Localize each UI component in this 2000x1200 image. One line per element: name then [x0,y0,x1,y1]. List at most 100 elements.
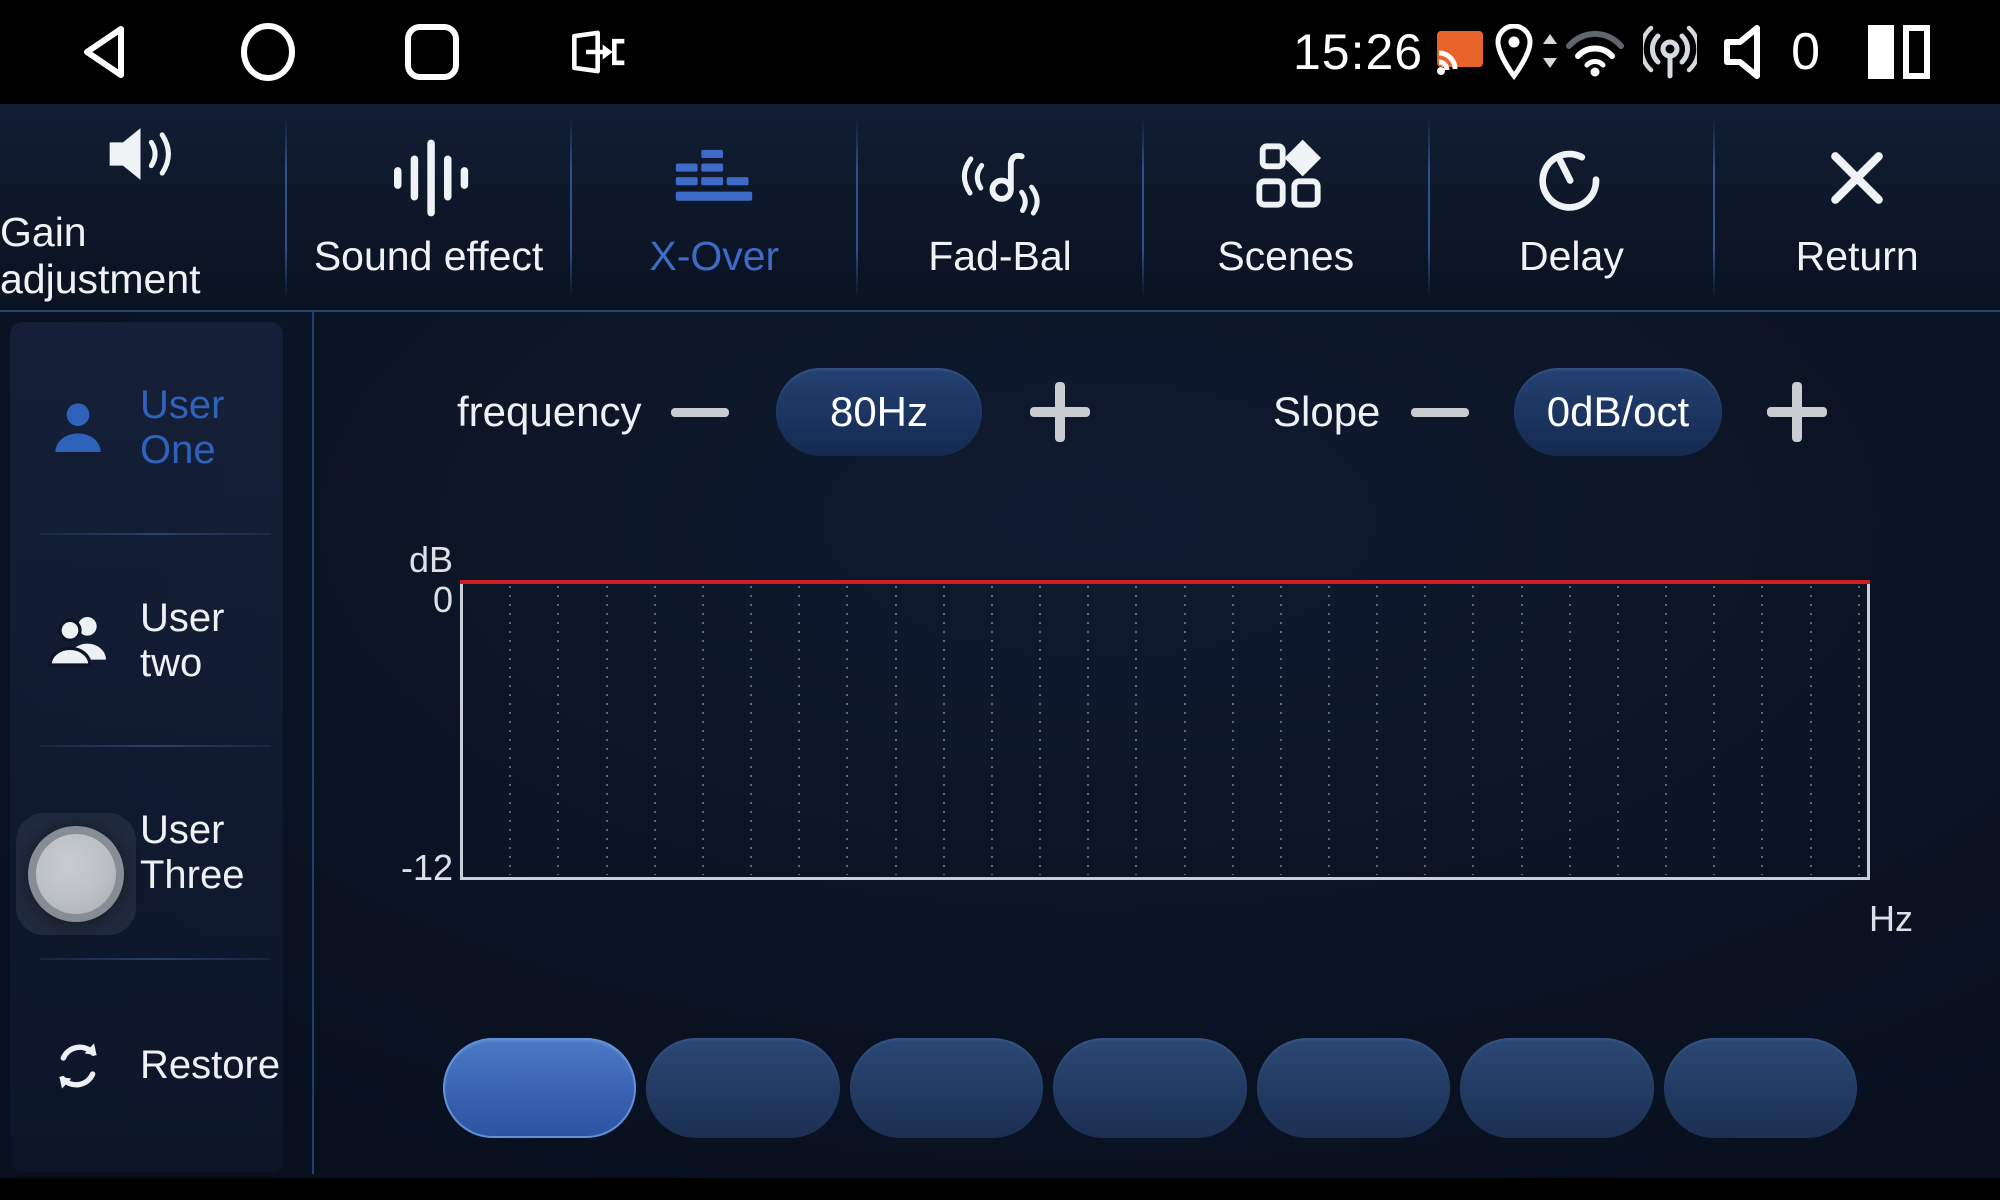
chart-gridline [798,586,801,875]
cast-icon [1435,29,1485,75]
sidebar-item-label: User Three [140,808,245,898]
splitscreen-icon [1868,23,1930,81]
slope-label: Slope [1273,388,1381,435]
chart-gridline [1328,586,1330,875]
tab-icon [1814,135,1900,221]
sidebar: User One User two User Three [0,312,316,1200]
frequency-decrease-button[interactable] [664,376,736,448]
chart-gridline [1087,586,1090,875]
chart-gridline [653,586,656,875]
chart-gridline [1039,586,1042,875]
filter-button[interactable] [849,1038,1044,1138]
chart-gridline [509,586,512,875]
filter-button[interactable] [1256,1038,1451,1138]
knob-ring [28,826,124,923]
home-icon[interactable] [238,22,298,82]
knob-overlay[interactable] [16,813,136,936]
tab-icon [1243,135,1329,221]
sidebar-item[interactable]: User Three [10,747,283,960]
filter-button[interactable] [1053,1038,1247,1138]
minus-icon [671,407,729,417]
x-axis-unit: Hz [1869,898,1913,939]
chart-gridline [1376,586,1379,875]
chart-gridline [1809,586,1812,875]
hotspot-icon [1643,24,1698,80]
volume-level: 0 [1791,23,1820,81]
tab-label: Fad-Bal [928,232,1072,279]
plus-icon [1030,382,1090,442]
tab[interactable]: Return [1713,104,2000,310]
tab-label: Sound effect [313,232,544,279]
filter-button[interactable] [1460,1038,1654,1138]
filter-button[interactable] [1663,1038,1857,1138]
frequency-label: frequency [457,388,642,435]
knob-core [36,834,116,915]
chart-gridline [1761,586,1764,875]
minus-icon [1411,407,1469,417]
chart-gridline [1424,586,1427,875]
sidebar-item-label: User two [140,595,225,685]
exit-app-icon[interactable] [566,22,626,82]
xover-main: frequency 80Hz Slope 0dB/oct dB 0 -12 Hz [316,312,2000,1200]
status-bar: 15:26 [0,0,2000,104]
tab-label: Return [1795,232,1919,279]
tab-label: Scenes [1217,232,1355,279]
chart-response-line [460,580,1870,584]
tab[interactable]: X-Over [570,104,857,310]
tab-icon [100,111,186,197]
chart-gridline [1231,586,1234,875]
clock: 15:26 [1292,24,1424,80]
chart-gridline [1279,586,1282,875]
chart-gridline [1857,586,1860,875]
chart-gridline [1472,586,1475,875]
android-nav-buttons [0,22,626,82]
filter-button[interactable] [646,1038,840,1138]
bottom-strip [0,1178,2000,1200]
chart-gridline [1135,586,1138,875]
back-icon[interactable] [74,22,134,82]
frequency-increase-button[interactable] [1024,376,1096,448]
tab-label: Gain adjustment [0,209,201,302]
slope-decrease-button[interactable] [1404,376,1476,448]
sidebar-item-label: Restore [140,1043,281,1088]
slope-value[interactable]: 0dB/oct [1514,368,1722,456]
status-icons: 15:26 [1293,22,2000,82]
y-axis-unit: dB [408,539,453,580]
recents-icon[interactable] [402,22,462,82]
plus-icon [1767,382,1827,442]
chart-gridline [701,586,704,875]
slope-increase-button[interactable] [1761,376,1833,448]
sidebar-item[interactable]: User two [10,535,283,748]
chart-gridline [605,586,608,875]
chart-gridline [1520,586,1523,875]
chart-gridline [1183,586,1186,875]
volume-icon [1721,22,1781,82]
chart-gridline [1616,586,1619,875]
tab[interactable]: Gain adjustment [0,104,286,310]
chart-gridline [1665,586,1668,875]
sidebar-item-icon [46,609,110,673]
chart-gridline [1713,586,1716,875]
tab-label: Delay [1519,232,1624,279]
chart-gridline [750,586,753,875]
tab-icon [671,135,757,221]
chart-plot [460,580,1870,880]
tab[interactable]: Delay [1427,104,1715,310]
chart-gridline [557,586,560,875]
updown-arrows-icon [1542,32,1558,72]
tab[interactable]: Scenes [1141,104,1429,310]
filter-row [443,1038,1857,1138]
sidebar-item-icon [46,396,110,460]
filter-button[interactable] [443,1038,637,1138]
tab-icon [1528,135,1614,221]
location-icon [1493,24,1535,80]
tab[interactable]: Fad-Bal [856,104,1143,310]
tab-label: X-Over [649,232,780,279]
sidebar-item-label: User One [140,383,225,473]
frequency-value[interactable]: 80Hz [776,368,982,456]
tab[interactable]: Sound effect [284,104,572,310]
sidebar-item[interactable]: Restore [10,960,283,1173]
chart-gridline [1568,586,1571,875]
sidebar-item[interactable]: User One [10,322,283,535]
